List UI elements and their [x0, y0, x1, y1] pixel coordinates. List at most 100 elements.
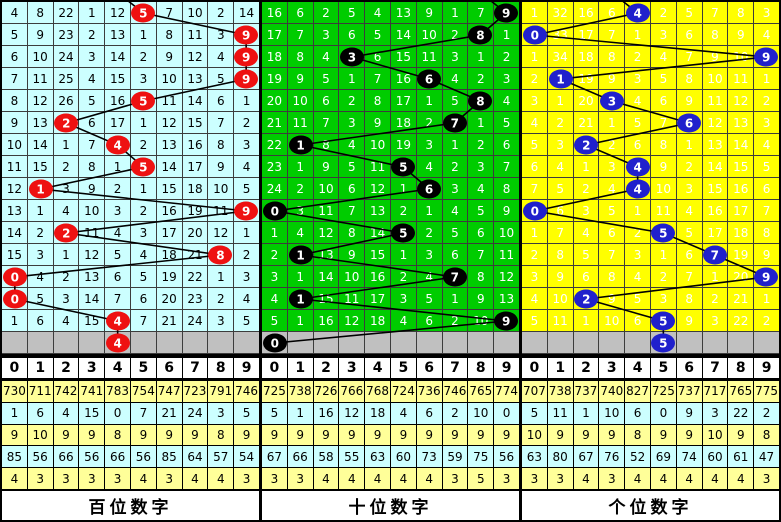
draw-marker: 7 — [442, 267, 467, 287]
grid-cell: 5 — [234, 178, 259, 200]
divider — [262, 378, 519, 381]
stat-cell: 774 — [494, 381, 519, 402]
grid-cell: 4 — [650, 46, 677, 68]
stat-cell: 61 — [728, 446, 755, 468]
grid-cell: 8 — [599, 46, 626, 68]
stat-cell: 75 — [468, 446, 495, 468]
draw-marker: 5 — [131, 157, 156, 177]
stat-cell: 4 — [650, 468, 677, 489]
stat-cell: 4 — [130, 468, 157, 489]
stat-cell: 738 — [287, 381, 314, 402]
draw-marker: 6 — [417, 69, 442, 89]
grid-cell: 4 — [676, 200, 703, 222]
grid-cell: 14 — [27, 134, 54, 156]
grid-cell: 7 — [702, 2, 729, 24]
grid-cell: 12 — [79, 244, 106, 266]
grid-cell: 10 — [2, 134, 28, 156]
stat-cell: 740 — [599, 381, 626, 402]
panel-hundreds-digit: 4 8 22 1 12 7 10 2 14 5 9 23 2 13 1 8 11 3 6 10 24 3 14 2 9 12 4 7 1… — [2, 2, 259, 520]
grid-cell: 7 — [494, 156, 519, 178]
grid-cell: 5 — [468, 200, 495, 222]
stat-cell: 2 — [442, 402, 469, 424]
grid-row: 21 11 7 3 9 18 2 1 5 — [262, 112, 519, 134]
grid-cell: 8 — [676, 288, 703, 310]
grid-cell: 8 — [468, 266, 495, 288]
draw-marker: 5 — [651, 223, 676, 243]
grid-row: 5 3 14 7 6 20 23 2 4 — [2, 288, 259, 310]
grid-cell: 3 — [625, 244, 651, 266]
draw-marker: 2 — [574, 289, 599, 309]
stat-cell: 69 — [650, 446, 677, 468]
digit-header-cell: 6 — [677, 358, 703, 378]
draw-marker: 9 — [234, 47, 259, 67]
stat-cell: 768 — [365, 381, 391, 402]
grid-cell: 1 — [754, 288, 779, 310]
grid-cell: 3 — [287, 200, 314, 222]
stat-cell: 59 — [442, 446, 469, 468]
draw-marker: 1 — [288, 135, 313, 155]
grid-cell: 17 — [365, 288, 391, 310]
grid-row: 1 32 16 6 2 5 7 8 3 — [522, 2, 779, 24]
grid-cell: 6 — [754, 178, 779, 200]
grid-cell: 20 — [262, 90, 288, 112]
digit-header-cell: 3 — [79, 358, 106, 378]
grid-cell: 5 — [573, 244, 600, 266]
grid-cell: 1 — [287, 266, 314, 288]
grid-cell: 17 — [573, 24, 600, 46]
grid-cell: 3 — [390, 288, 417, 310]
grid-cell: 1 — [494, 24, 519, 46]
grid-cell: 5 — [339, 2, 366, 24]
grid-cell: 2 — [105, 178, 131, 200]
draw-marker: 4 — [105, 311, 130, 331]
grid-cell: 8 — [547, 244, 574, 266]
stat-cell: 726 — [313, 381, 340, 402]
stat-cell: 723 — [182, 381, 209, 402]
grid-cell: 1 — [416, 200, 443, 222]
grid-cell: 10 — [599, 310, 626, 332]
stat-cell: 6 — [27, 402, 54, 424]
grid-cell: 2 — [494, 46, 519, 68]
grid-cell: 5 — [754, 156, 779, 178]
stat-cell: 10 — [468, 402, 495, 424]
grid-cell: 8 — [599, 266, 626, 288]
grid-cell: 14 — [234, 2, 259, 24]
draw-marker: 8 — [208, 245, 233, 265]
pending-cell — [234, 332, 259, 354]
grid-cell: 3 — [522, 266, 548, 288]
stat-cell: 4 — [208, 468, 235, 489]
grid-cell: 10 — [468, 310, 495, 332]
grid-cell: 1 — [287, 156, 314, 178]
grid-cell: 13 — [313, 244, 340, 266]
stat-cell: 7 — [130, 402, 157, 424]
grid-cell: 6 — [547, 200, 574, 222]
stat-cell: 67 — [573, 446, 600, 468]
grid-cell: 10 — [27, 46, 54, 68]
stat-cell: 9 — [156, 424, 183, 446]
grid-cell: 2 — [234, 112, 259, 134]
grid-cell: 3 — [313, 24, 340, 46]
stat-cell: 0 — [494, 402, 519, 424]
stat-cell: 4 — [339, 468, 366, 489]
grid-cell: 8 — [79, 156, 106, 178]
grid-cell: 10 — [287, 90, 314, 112]
draw-marker: 5 — [391, 223, 416, 243]
grid-cell: 4 — [442, 68, 469, 90]
grid-cell: 1 — [625, 24, 651, 46]
grid-cell: 13 — [728, 112, 755, 134]
grid-cell: 4 — [105, 222, 131, 244]
grid-cell: 5 — [676, 222, 703, 244]
digit-header-cell: 5 — [651, 358, 677, 378]
draw-marker: 4 — [625, 3, 650, 23]
stat-cell: 0 — [105, 402, 131, 424]
grid-cell: 14 — [105, 46, 131, 68]
stat-cell: 9 — [365, 424, 391, 446]
grid-cell: 2 — [339, 90, 366, 112]
stat-cell: 707 — [522, 381, 548, 402]
grid-cell: 15 — [702, 178, 729, 200]
grid-row: 3 1 14 10 16 2 4 8 12 — [262, 266, 519, 288]
panel-title: 十位数字 — [262, 491, 519, 520]
divider — [522, 378, 779, 381]
grid-cell: 26 — [53, 90, 80, 112]
stat-cell: 5 — [468, 468, 495, 489]
stat-cell: 63 — [522, 446, 548, 468]
